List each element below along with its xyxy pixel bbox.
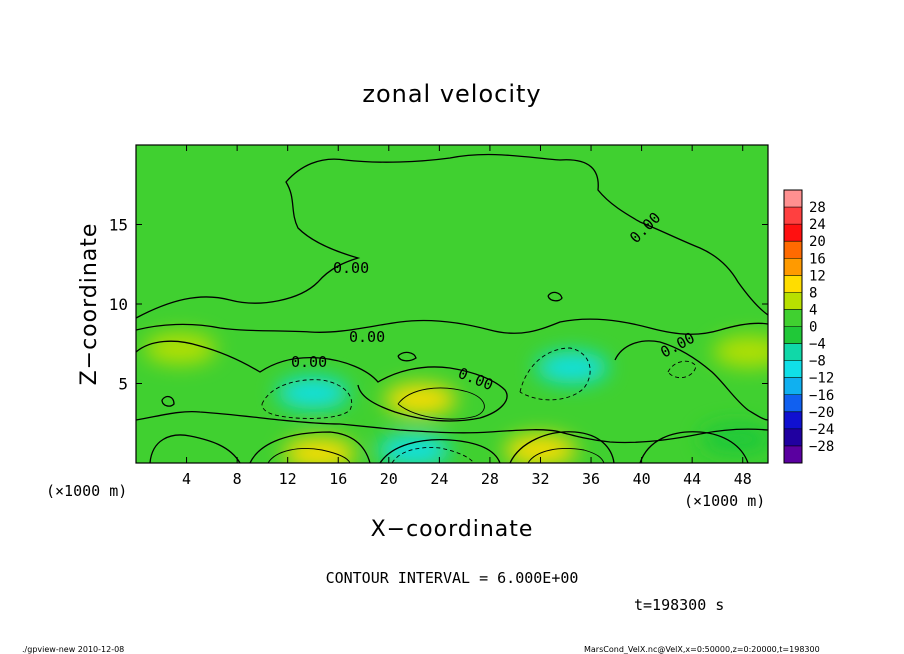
x-tick-label: 36 <box>582 470 600 488</box>
colorbar-swatch <box>784 190 802 208</box>
field-blob <box>700 423 768 456</box>
contour-bottom-right <box>509 431 615 463</box>
colorbar-label: −12 <box>809 371 834 387</box>
colorbar-label: 24 <box>809 217 826 233</box>
colorbar-swatch <box>784 309 802 327</box>
x-unit-right: (×1000 m) <box>684 492 765 510</box>
contour-pos-bottom-right <box>527 448 605 463</box>
y-tick-label: 5 <box>118 375 128 394</box>
y-axis: 5 10 15 <box>109 216 768 394</box>
field-blob <box>536 351 609 384</box>
field-anomalies <box>144 332 768 463</box>
positive-contours <box>267 387 605 463</box>
x-tick-label: 12 <box>279 470 297 488</box>
contour-pos-bottom-left <box>267 448 351 463</box>
contour-neg-center <box>519 347 591 401</box>
x-tick-label: 44 <box>683 470 701 488</box>
colorbar-label: 28 <box>809 200 826 216</box>
colorbar-swatch <box>784 326 802 345</box>
contour-bottom-left <box>149 434 241 463</box>
field-blob <box>283 437 356 463</box>
colorbar-label: −8 <box>809 354 826 370</box>
contour-interval-text: CONTOUR INTERVAL = 6.000E+00 <box>326 569 579 587</box>
contour-bottom-mid <box>249 431 371 463</box>
x-tick-label: 40 <box>633 470 651 488</box>
contour-island-3 <box>397 351 417 362</box>
negative-contours <box>261 347 697 463</box>
x-tick-label: 24 <box>430 470 448 488</box>
contour-upper-region <box>136 153 768 319</box>
contour-label: 0.00 <box>333 259 369 277</box>
contour-pos-center <box>397 387 485 420</box>
contour-right-lobe <box>614 340 768 421</box>
contour-island-1 <box>547 291 563 302</box>
x-tick-label: 8 <box>233 470 242 488</box>
field-blob <box>378 434 451 463</box>
x-unit-left: (×1000 m) <box>46 482 127 500</box>
contour-middle-band <box>136 318 768 335</box>
contour-low-band <box>136 410 768 444</box>
contour-neg-bottom <box>391 447 475 463</box>
colorbar-swatch <box>784 224 802 242</box>
colorbar-label: −16 <box>809 388 834 404</box>
colorbar-swatch <box>784 428 802 447</box>
colorbar-label: 16 <box>809 251 826 267</box>
x-tick-label: 16 <box>329 470 347 488</box>
contour-bottom-center <box>379 439 501 463</box>
contour-label: 0.00 <box>291 353 327 371</box>
colorbar-label: −4 <box>809 337 826 353</box>
x-tick-label: 32 <box>531 470 549 488</box>
colorbar-swatch <box>784 207 802 225</box>
contour-island-2 <box>161 395 175 407</box>
colorbar-swatch <box>784 292 802 310</box>
field-background <box>136 145 768 463</box>
contour-neg-left <box>261 379 352 419</box>
y-tick-label: 15 <box>109 216 128 235</box>
footer-right: MarsCond_VelX.nc@VelX,x=0:50000,z=0:2000… <box>584 645 820 654</box>
colorbar-swatch <box>784 343 802 362</box>
colorbar-swatch <box>784 377 802 396</box>
zero-contours <box>136 153 768 463</box>
chart-title: zonal velocity <box>362 80 541 108</box>
colorbar-swatch <box>784 275 802 293</box>
colorbar-label: 0 <box>809 320 817 336</box>
colorbar-swatch <box>784 445 802 464</box>
x-axis: 4 8 12 16 20 24 28 32 36 40 44 48 <box>182 145 752 488</box>
colorbar-label: −20 <box>809 405 834 421</box>
x-tick-label: 48 <box>734 470 752 488</box>
plot-area: 0.00 0.00 0.00 0.00 0.00 0.00 <box>136 145 768 463</box>
colorbar-label: 4 <box>809 302 817 318</box>
colorbar-label: 20 <box>809 234 826 250</box>
contour-neg-right <box>667 360 697 379</box>
x-tick-label: 28 <box>481 470 499 488</box>
x-tick-label: 4 <box>182 470 191 488</box>
x-tick-label: 20 <box>380 470 398 488</box>
colorbar-swatch <box>784 258 802 276</box>
colorbar-swatch <box>784 411 802 430</box>
y-axis-label: Z−coordinate <box>77 223 102 386</box>
field-blob <box>713 335 768 368</box>
colorbar-label: 8 <box>809 285 817 301</box>
contour-label: 0.00 <box>349 328 385 346</box>
colorbar-swatch <box>784 241 802 259</box>
x-axis-label: X−coordinate <box>371 517 534 542</box>
contour-right-bottom <box>639 431 749 463</box>
colorbar-label: −28 <box>809 439 834 455</box>
time-label: t=198300 s <box>634 596 724 614</box>
colorbar-swatch <box>784 360 802 379</box>
field-blob <box>144 332 217 365</box>
field-blob <box>504 434 577 463</box>
contour-lower-left <box>136 340 508 422</box>
colorbar-label: 12 <box>809 268 826 284</box>
y-tick-label: 10 <box>109 295 128 314</box>
colorbar-swatch <box>784 394 802 413</box>
field-blob <box>276 377 349 410</box>
footer-left: ./gpview-new 2010-12-08 <box>22 645 124 654</box>
colorbar-label: −24 <box>809 422 834 438</box>
